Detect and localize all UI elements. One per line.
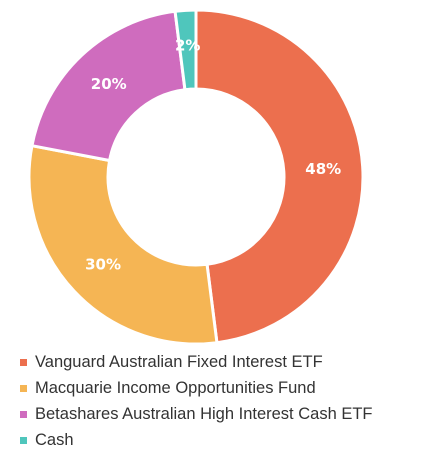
legend-swatch-cash <box>20 436 27 444</box>
donut-slice-vanguard <box>194 8 365 345</box>
donut-slice-macquarie <box>27 144 219 345</box>
data-label-macquarie: 30% <box>85 255 121 273</box>
legend-label-betashares: Betashares Australian High Interest Cash… <box>35 404 373 423</box>
donut-slice-betashares <box>30 9 187 163</box>
legend-item-vanguard: Vanguard Australian Fixed Interest ETF <box>20 349 373 375</box>
donut-slice-cash <box>173 8 198 92</box>
legend-label-cash: Cash <box>35 430 74 449</box>
legend-label-macquarie: Macquarie Income Opportunities Fund <box>35 378 316 397</box>
legend-item-betashares: Betashares Australian High Interest Cash… <box>20 401 373 427</box>
legend-label-vanguard: Vanguard Australian Fixed Interest ETF <box>35 352 323 371</box>
legend-swatch-vanguard <box>20 358 27 366</box>
legend-swatch-macquarie <box>20 384 27 392</box>
data-label-betashares: 20% <box>91 75 127 93</box>
legend: Vanguard Australian Fixed Interest ETF M… <box>20 349 373 453</box>
legend-swatch-betashares <box>20 410 27 418</box>
donut-svg: 48% 30% 20% 2% <box>27 8 365 345</box>
legend-item-macquarie: Macquarie Income Opportunities Fund <box>20 375 373 401</box>
data-label-cash: 2% <box>175 36 200 54</box>
data-label-vanguard: 48% <box>305 160 341 178</box>
legend-item-cash: Cash <box>20 427 373 453</box>
